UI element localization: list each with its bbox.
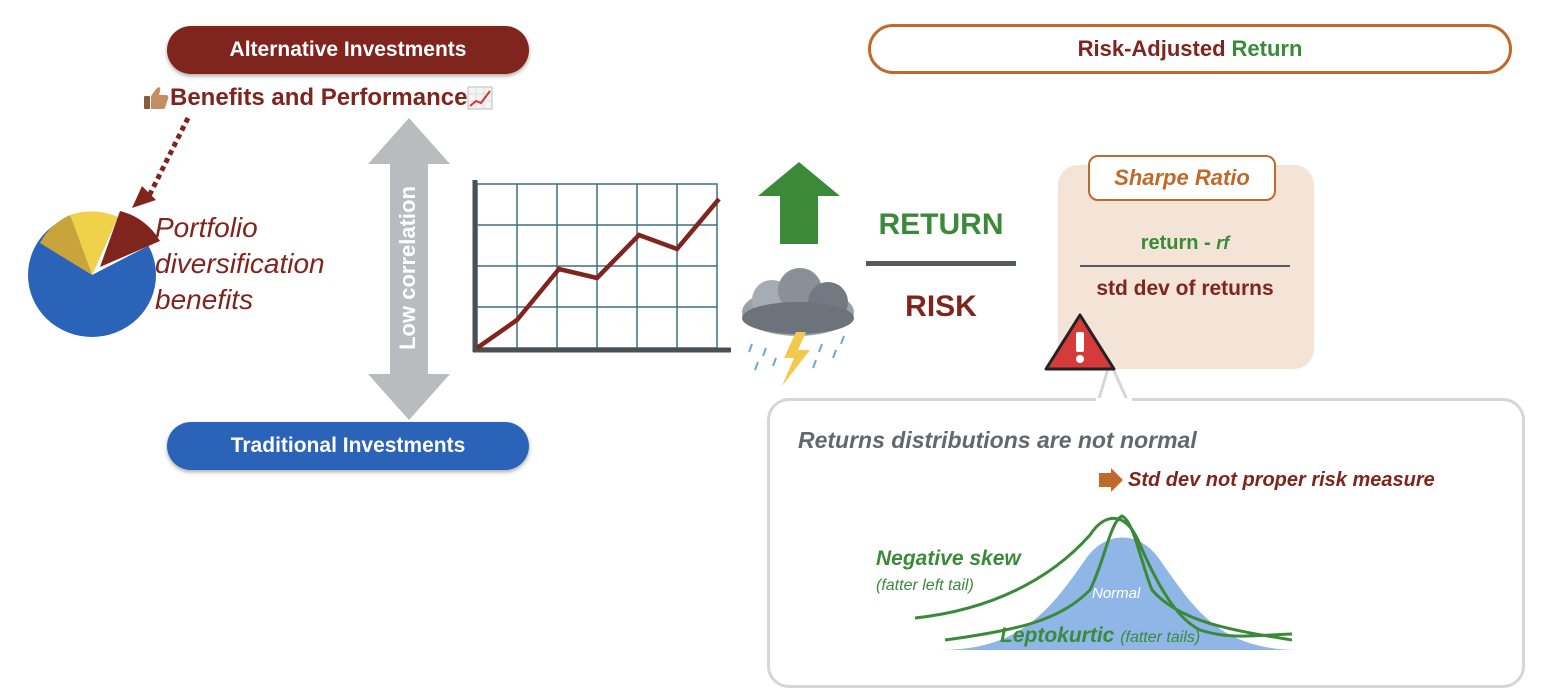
double-arrow-icon (368, 118, 450, 420)
fraction-line (866, 261, 1016, 266)
portfolio-line-2: diversification (155, 248, 325, 279)
storm-cloud-icon (742, 268, 854, 386)
distribution-title: Returns distributions are not normal (798, 427, 1197, 453)
sharpe-fraction-line (1080, 265, 1290, 267)
line-chart-icon (472, 180, 731, 353)
leptokurtic-sublabel: (fatter tails) (1120, 629, 1201, 646)
thumbs-up-icon (144, 87, 169, 109)
sharpe-denominator: std dev of returns (1096, 277, 1274, 300)
risk-label: RISK (905, 290, 977, 323)
negative-skew-label: Negative skew (876, 547, 1021, 570)
callout-pointer (1095, 360, 1132, 404)
chart-increasing-icon (467, 86, 493, 110)
benefits-title: Benefits and Performance (142, 84, 493, 112)
portfolio-line-3: benefits (155, 284, 254, 315)
benefits-text: Benefits and Performance (170, 84, 468, 111)
warning-icon (1044, 313, 1116, 371)
return-label: RETURN (878, 208, 1004, 241)
normal-label: Normal (1092, 585, 1141, 602)
right-arrow-icon (1099, 468, 1123, 492)
risk-free-rate-symbol: rf (1216, 233, 1230, 253)
sharpe-numerator: return - rf (1080, 232, 1290, 255)
portfolio-diversification-text: Portfolio diversification benefits (155, 210, 375, 318)
leptokurtic-label: Leptokurtic (fatter tails) (1000, 624, 1200, 648)
return-word-text: Return (1231, 36, 1303, 61)
leptokurtic-curve (944, 514, 1293, 642)
traditional-investments-label: Traditional Investments (167, 422, 529, 470)
std-dev-note: Std dev not proper risk measure (1098, 468, 1435, 492)
std-dev-note-text: Std dev not proper risk measure (1128, 468, 1435, 491)
risk-adjusted-text: Risk-Adjusted (1077, 36, 1226, 61)
alternative-investments-label: Alternative Investments (167, 26, 529, 74)
leptokurtic-text: Leptokurtic (1000, 624, 1115, 647)
portfolio-line-1: Portfolio (155, 212, 258, 243)
negative-skew-sublabel: (fatter left tail) (876, 577, 974, 594)
distribution-curves (914, 514, 1300, 650)
sharpe-numerator-text: return - (1140, 232, 1217, 254)
pie-chart-icon (28, 211, 160, 337)
sharpe-ratio-title: Sharpe Ratio (1088, 155, 1276, 201)
normal-distribution-area (940, 537, 1300, 650)
risk-adjusted-return-title: Risk-Adjusted Return (868, 24, 1512, 74)
up-arrow-icon (758, 162, 840, 244)
